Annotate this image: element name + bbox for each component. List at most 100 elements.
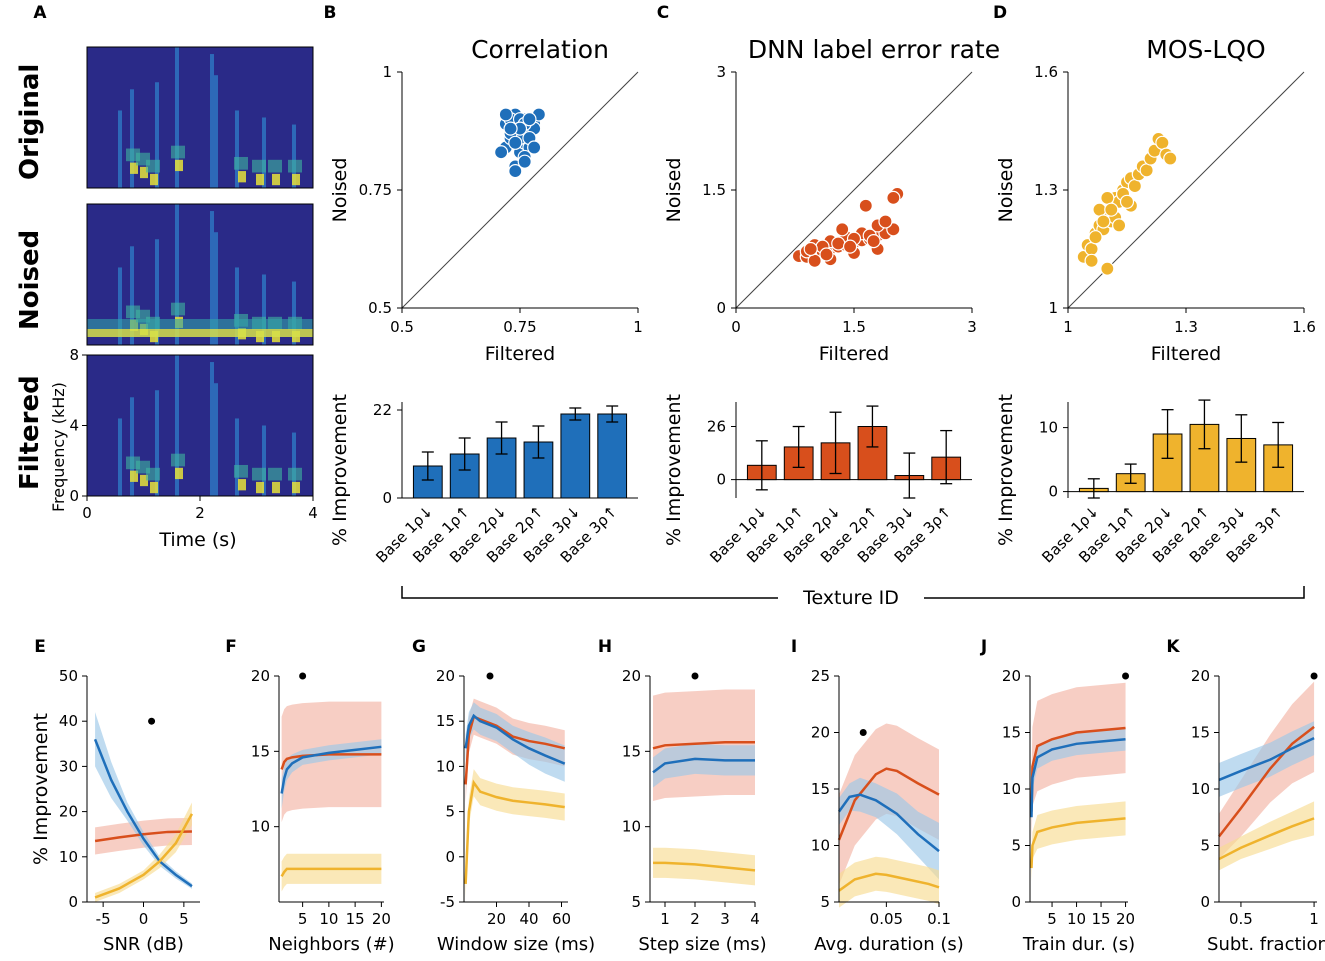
x-axis-label: Train dur. (s) [1022, 934, 1135, 955]
spectrogram-energy-low [288, 467, 302, 481]
y-tick-label: 40 [59, 712, 78, 730]
y-tick-label: 20 [1191, 667, 1210, 685]
scatter-point [517, 154, 532, 169]
optimum-marker [148, 717, 156, 725]
scatter-panel-c: DNN label error rate 0 1.5 3 0 1.5 3 Filtered No… [663, 35, 1000, 365]
spectrogram-streak [118, 267, 122, 345]
y-tick-label: 10 [811, 837, 830, 855]
panel-letter-f: F [225, 637, 237, 657]
spectrogram-streak [235, 110, 239, 188]
scatter-point [1084, 253, 1099, 268]
row-label-noised: Noised [15, 230, 45, 330]
y-tick-label: 10 [1191, 780, 1210, 798]
confidence-band-yellow [653, 847, 755, 886]
y-tick-label: 10 [1002, 780, 1021, 798]
scatter-point [878, 214, 893, 229]
y-axis-label: Noised [995, 158, 1017, 223]
bar [560, 413, 591, 499]
scatter-point [886, 190, 901, 205]
y-tick-label: 5 [1011, 837, 1021, 855]
x-tick-label: 5 [298, 910, 308, 928]
spectrogram-frame [86, 203, 314, 346]
y-tick-label: 0 [1048, 483, 1058, 501]
optimum-marker [1310, 672, 1318, 680]
y-tick-label: 15 [251, 742, 270, 760]
spectrogram-streak [130, 89, 134, 188]
panel-letter-j: J [980, 637, 987, 657]
confidence-band-yellow [839, 856, 939, 908]
x-tick-label: 1.6 [1292, 318, 1316, 336]
series-line-blue [464, 713, 566, 765]
optimum-marker [859, 729, 867, 736]
series-line-blue [837, 793, 940, 853]
identity-line [401, 71, 639, 309]
scatter-point [866, 234, 881, 249]
line-panel-f: 5 10 15 20 10 15 20 Neighbors (#) [251, 667, 395, 955]
spectrogram-energy [256, 481, 264, 494]
spectrogram-energy-low [252, 159, 266, 173]
spectrogram-energy-low [171, 302, 185, 316]
scatter-point [1084, 241, 1099, 257]
spectrogram-energy-low [171, 453, 185, 467]
x-tick-label: 0 [82, 504, 92, 522]
panel-letter-g: G [412, 637, 426, 657]
spectrogram-streak [210, 211, 214, 345]
y-tick-label: 1.5 [702, 181, 726, 199]
line-panel-g: 20 40 60 -5 0 5 10 15 20 Window size (ms) [436, 667, 595, 955]
scatter-point [803, 241, 818, 257]
x-tick-label: 2 [195, 504, 205, 522]
texture-id-label-bg [778, 588, 924, 608]
chart-title: DNN label error rate [748, 35, 1000, 64]
spectrogram-streak [118, 418, 122, 496]
confidence-band-blue [95, 712, 192, 889]
y-tick-label: 1.6 [1034, 63, 1058, 81]
y-tick-label: 1.3 [1034, 181, 1058, 199]
spectrogram-streak [155, 82, 159, 188]
scatter-point [807, 253, 822, 268]
scatter-point [1092, 202, 1107, 217]
panel-letter-a: A [33, 3, 47, 23]
y-tick-label: 10 [436, 757, 455, 775]
series-line-orange [1218, 725, 1315, 838]
spectrogram-streak [175, 204, 179, 345]
optimum-marker [299, 672, 307, 680]
x-axis-label: Neighbors (#) [268, 934, 394, 955]
x-axis-label: Filtered [819, 343, 889, 365]
series-line-blue [1218, 737, 1315, 782]
spectrogram-energy [238, 479, 246, 491]
scatter-point [498, 107, 513, 122]
y-tick-label: 0 [69, 487, 79, 505]
spectrogram-streak [292, 432, 296, 496]
line-panel-j: 5 10 15 20 0 5 10 15 20 Train dur. (s) [1002, 667, 1135, 955]
x-tick-label: 0.75 [503, 318, 536, 336]
y-tick-label: 0.5 [368, 299, 392, 317]
spectrogram-energy [150, 481, 158, 494]
spectrogram-streak [262, 425, 266, 496]
x-axis-label: SNR (dB) [103, 934, 184, 955]
y-tick-label: 10 [251, 818, 270, 836]
spectrogram-streak [155, 239, 159, 345]
y-tick-label: 0 [1011, 893, 1021, 911]
scatter-point [835, 222, 850, 237]
spectrogram-energy-low [146, 159, 160, 173]
x-axis-label: Step size (ms) [638, 934, 766, 955]
y-axis-label: % Improvement [995, 394, 1017, 546]
spectrogram-panel: Original Noised Filtered Frequency (kHz)… [15, 46, 318, 551]
y-tick-label: 30 [59, 757, 78, 775]
scatter-point [1163, 151, 1178, 166]
y-axis-label: Noised [663, 158, 685, 223]
spectrogram-streak [130, 397, 134, 496]
scatter-point [1155, 135, 1170, 150]
x-tick-label: 40 [519, 910, 538, 928]
scatter-point [819, 247, 834, 262]
confidence-band-blue [653, 743, 755, 788]
spectrogram-energy-low [268, 159, 282, 173]
spectrogram-streak [292, 281, 296, 345]
spectrogram-energy [150, 173, 158, 186]
series-line-yellow [1030, 817, 1126, 869]
confidence-band-yellow [281, 853, 382, 892]
y-tick-label: 15 [622, 742, 641, 760]
scatter-point [1100, 261, 1115, 276]
spectrogram-streak [175, 47, 179, 188]
